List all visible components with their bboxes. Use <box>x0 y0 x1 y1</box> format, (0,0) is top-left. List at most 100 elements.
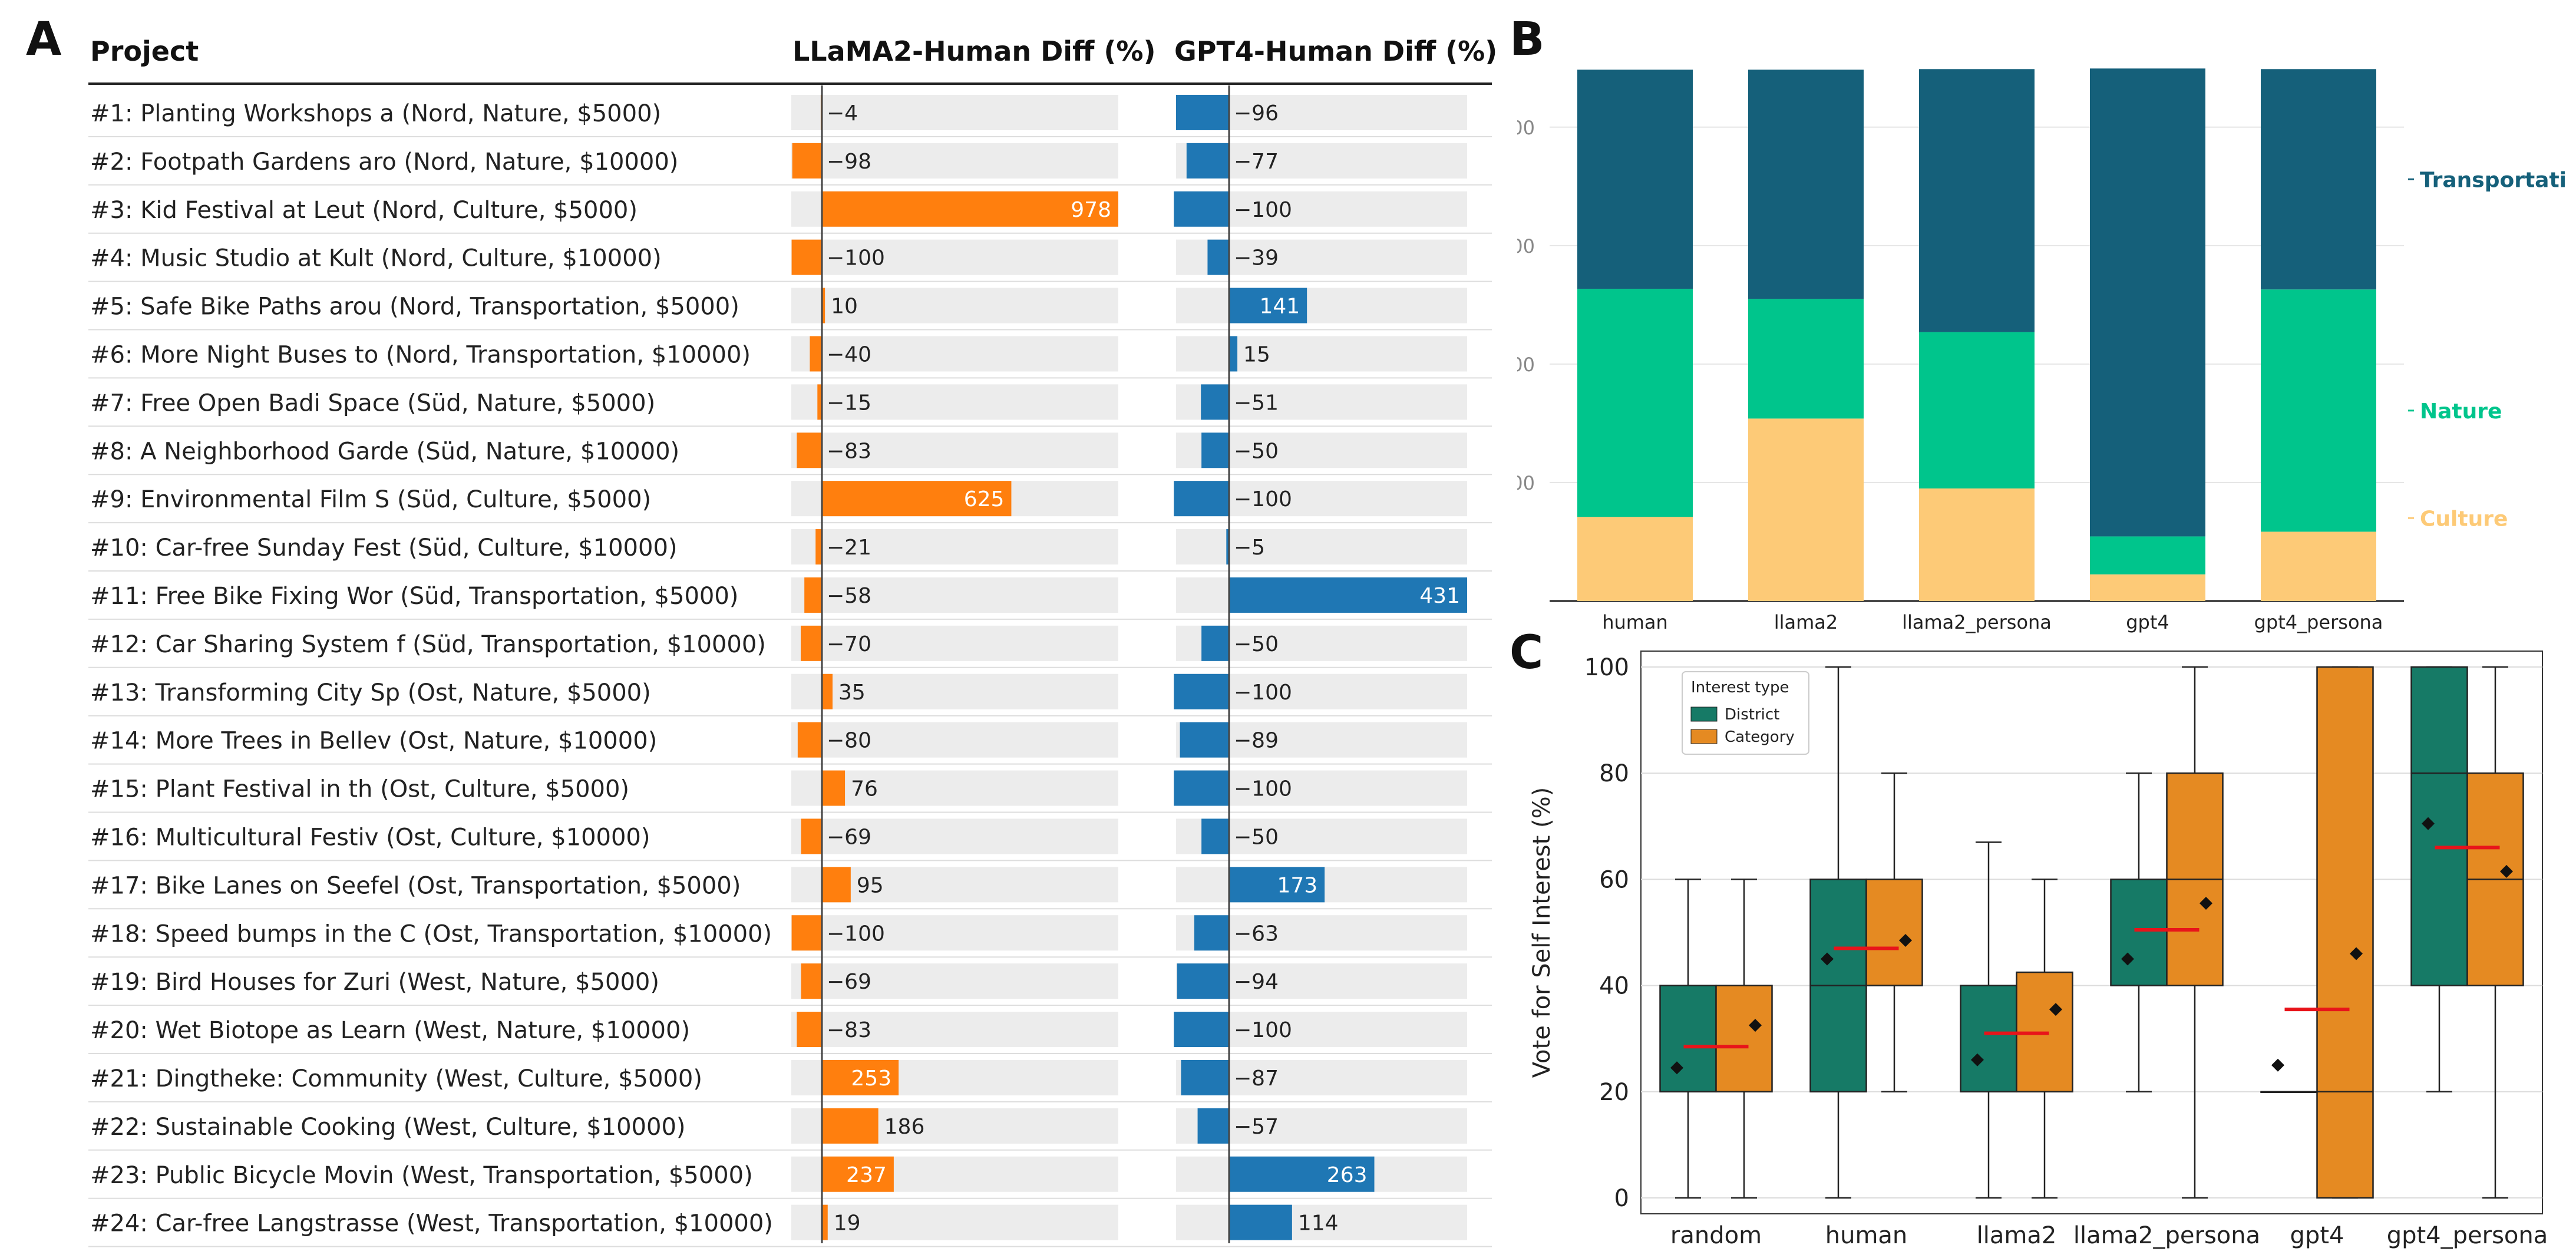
llama-track <box>791 432 1118 468</box>
b-bar-culture <box>1748 418 1864 601</box>
row-label: #18: Speed bumps in the C (Ost, Transpor… <box>90 920 772 947</box>
gpt-value: −50 <box>1234 825 1279 849</box>
llama-bar <box>797 1012 822 1048</box>
header-llama: LLaMA2-Human Diff (%) <box>792 35 1156 67</box>
c-ytick-label: 40 <box>1599 973 1629 1000</box>
llama-value: 10 <box>831 295 858 319</box>
b-ytick-label: 200 <box>1517 472 1535 494</box>
c-mean-marker <box>2500 864 2513 878</box>
llama-value: 253 <box>851 1067 891 1091</box>
b-category-label: gpt4_persona <box>2254 611 2383 633</box>
row-label: #10: Car-free Sunday Fest (Süd, Culture,… <box>90 534 678 562</box>
gpt-bar <box>1201 818 1229 854</box>
b-bar-culture <box>1919 488 2035 601</box>
c-mean-marker <box>1971 1053 1984 1067</box>
gpt-value: −63 <box>1234 922 1279 946</box>
row-label: #24: Car-free Langstrasse (West, Transpo… <box>90 1210 773 1237</box>
gpt-value: 114 <box>1298 1211 1339 1236</box>
llama-bar <box>822 1204 828 1240</box>
c-legend: Interest type District Category <box>1682 671 1809 755</box>
gpt-value: −94 <box>1234 970 1279 994</box>
b-bars <box>1577 68 2376 601</box>
llama-value: −4 <box>827 101 858 126</box>
llama-track <box>791 384 1118 420</box>
c-box-category <box>1865 879 1923 986</box>
c-labels: 0 20 40 60 80 100 Vote for Self Interest (%) ra… <box>1528 654 2548 1249</box>
llama-bar <box>822 191 1118 227</box>
gpt-track <box>1176 1204 1467 1240</box>
row-label: #4: Music Studio at Kult (Nord, Culture,… <box>90 245 662 272</box>
llama-track <box>791 770 1118 806</box>
b-bar-transportation <box>1577 70 1693 289</box>
row-label: #12: Car Sharing System f (Süd, Transpor… <box>90 631 766 658</box>
llama-track <box>791 625 1118 661</box>
llama-value: −98 <box>827 150 871 174</box>
llama-track <box>791 577 1118 613</box>
llama-bar <box>822 770 846 806</box>
c-mean-marker <box>2049 1003 2062 1016</box>
c-y-axis-label: Vote for Self Interest (%) <box>1528 787 1555 1078</box>
llama-bar <box>822 1059 899 1095</box>
b-bar-culture <box>1577 517 1693 601</box>
c-box-category <box>1715 985 1773 1093</box>
c-legend-swatch <box>1690 706 1718 722</box>
row-label: #20: Wet Biotope as Learn (West, Nature,… <box>90 1017 690 1044</box>
llama-value: −69 <box>827 825 871 849</box>
gpt-value: −5 <box>1234 536 1265 560</box>
row-label: #6: More Night Buses to (Nord, Transport… <box>90 341 751 368</box>
panel-b-stacked-bar: 200 400 600 800 human llama2 llama2_persona gpt… <box>1517 68 2566 633</box>
b-category-label: llama2_persona <box>1902 611 2052 633</box>
llama-bar <box>791 915 822 951</box>
llama-track <box>791 239 1118 275</box>
row-label: #17: Bike Lanes on Seefel (Ost, Transpor… <box>90 872 741 899</box>
llama-value: 19 <box>834 1211 861 1236</box>
gpt-bar <box>1201 384 1229 420</box>
c-mean-marker <box>2422 817 2435 830</box>
gpt-value: 431 <box>1419 584 1460 608</box>
llama-value: −70 <box>827 632 871 656</box>
gpt-value: −89 <box>1234 729 1279 753</box>
row-label: #23: Public Bicycle Movin (West, Transpo… <box>90 1162 753 1189</box>
llama-track <box>791 722 1118 758</box>
llama-bar <box>815 529 822 565</box>
row-label: #19: Bird Houses for Zuri (West, Nature,… <box>90 969 659 996</box>
llama-bar <box>817 384 822 420</box>
llama-bar <box>822 867 851 903</box>
row-label: #21: Dingtheke: Community (West, Culture… <box>90 1065 702 1092</box>
c-mean-marker <box>1899 934 1912 947</box>
llama-bar <box>810 336 822 372</box>
gpt-bar <box>1226 529 1229 565</box>
gpt-value: −100 <box>1234 198 1292 222</box>
c-plot-frame <box>1640 651 2543 1214</box>
row-label: #7: Free Open Badi Space (Süd, Nature, $… <box>90 389 655 417</box>
c-ytick-label: 0 <box>1614 1185 1629 1212</box>
b-bar-nature <box>2090 536 2205 574</box>
c-ytick-label: 100 <box>1584 654 1629 681</box>
gpt-bar <box>1197 1108 1229 1144</box>
llama-bar <box>791 239 822 275</box>
llama-bar <box>792 143 822 179</box>
llama-bar <box>822 288 825 323</box>
b-category-label: llama2 <box>1774 611 1838 633</box>
gpt-bar <box>1207 239 1229 275</box>
gpt-track <box>1176 336 1467 372</box>
c-box-category <box>2316 666 2374 1199</box>
c-legend-entry: Category <box>1725 728 1795 746</box>
llama-value: −83 <box>827 1018 871 1042</box>
gpt-bar <box>1229 1204 1292 1240</box>
panel-label-c: C <box>1510 626 1544 679</box>
panel-label-a: A <box>26 13 62 66</box>
llama-bar <box>822 1108 879 1144</box>
llama-value: 237 <box>846 1163 887 1187</box>
gpt-bar <box>1180 722 1229 758</box>
llama-value: 95 <box>857 873 884 897</box>
row-label: #2: Footpath Gardens aro (Nord, Nature, … <box>90 148 678 176</box>
gpt-bar <box>1174 191 1229 227</box>
llama-value: 978 <box>1071 198 1111 222</box>
llama-track <box>791 288 1118 323</box>
row-label: #11: Free Bike Fixing Wor (Süd, Transpor… <box>90 583 738 610</box>
c-mean-marker <box>1670 1061 1683 1075</box>
c-mean-marker <box>1821 952 1834 966</box>
c-box-district <box>1960 985 2017 1093</box>
gpt-value: −50 <box>1234 632 1279 656</box>
